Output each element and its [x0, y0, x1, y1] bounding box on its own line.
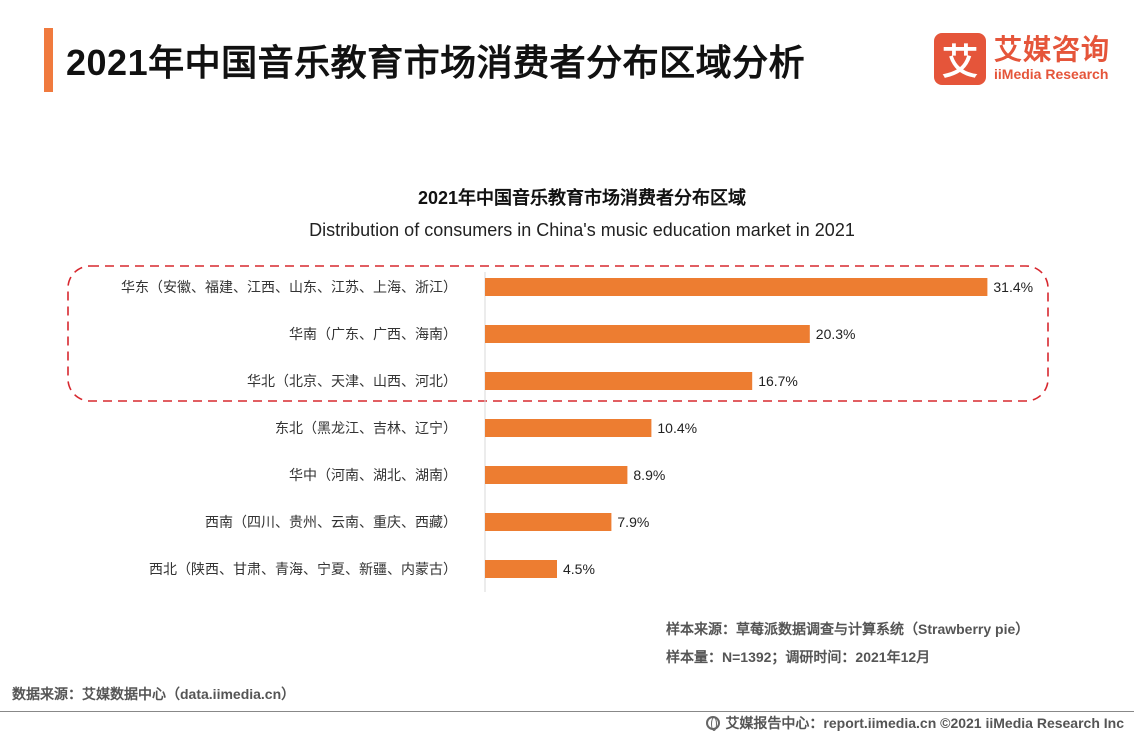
bar	[485, 513, 612, 531]
category-label: 华北（北京、天津、山西、河北）	[247, 373, 457, 389]
chart-subtitle: Distribution of consumers in China's mus…	[309, 220, 855, 240]
data-label: 20.3%	[816, 326, 856, 342]
category-label: 华中（河南、湖北、湖南）	[289, 467, 457, 483]
logo-name-cn: 艾媒咨询	[994, 34, 1111, 65]
data-label: 16.7%	[758, 373, 798, 389]
highlight-dashed-box	[67, 265, 1049, 402]
bar	[485, 466, 628, 484]
category-label: 西南（四川、贵州、云南、重庆、西藏）	[205, 514, 457, 530]
bar	[485, 325, 810, 343]
footer-divider	[0, 711, 1134, 712]
data-label: 31.4%	[993, 279, 1033, 295]
data-label: 10.4%	[657, 420, 697, 436]
bar	[485, 372, 753, 390]
category-label: 华东（安徽、福建、江西、山东、江苏、上海、浙江）	[121, 279, 457, 295]
category-label: 东北（黑龙江、吉林、辽宁）	[275, 420, 457, 436]
bar	[485, 419, 652, 437]
iimedia-logo: 艾 艾媒咨询 iiMedia Research	[934, 32, 1110, 86]
logo-mark: 艾	[934, 33, 986, 85]
footer: 艾媒报告中心：report.iimedia.cn ©2021 iiMedia R…	[706, 713, 1124, 733]
logo-name-en: iiMedia Research	[994, 66, 1109, 82]
globe-icon	[706, 716, 721, 731]
data-label: 7.9%	[617, 514, 649, 530]
data-source: 数据来源：艾媒数据中心（data.iimedia.cn）	[12, 686, 296, 702]
data-label: 8.9%	[633, 467, 665, 483]
category-label: 西北（陕西、甘肃、青海、宁夏、新疆、内蒙古）	[149, 561, 457, 577]
data-label: 4.5%	[563, 561, 595, 577]
page-title: 2021年中国音乐教育市场消费者分布区域分析	[66, 42, 806, 83]
chart-title: 2021年中国音乐教育市场消费者分布区域	[417, 188, 747, 208]
title-accent-bar	[44, 28, 53, 92]
sample-source-note: 样本来源：草莓派数据调查与计算系统（Strawberry pie）	[666, 621, 1030, 637]
footer-text: 艾媒报告中心：report.iimedia.cn ©2021 iiMedia R…	[725, 715, 1124, 731]
category-label: 华南（广东、广西、海南）	[289, 326, 457, 342]
sample-size-note: 样本量：N=1392；调研时间：2021年12月	[666, 649, 931, 665]
bar	[485, 560, 557, 578]
bar	[485, 278, 988, 296]
logo-text: 艾媒咨询 iiMedia Research	[994, 35, 1110, 83]
